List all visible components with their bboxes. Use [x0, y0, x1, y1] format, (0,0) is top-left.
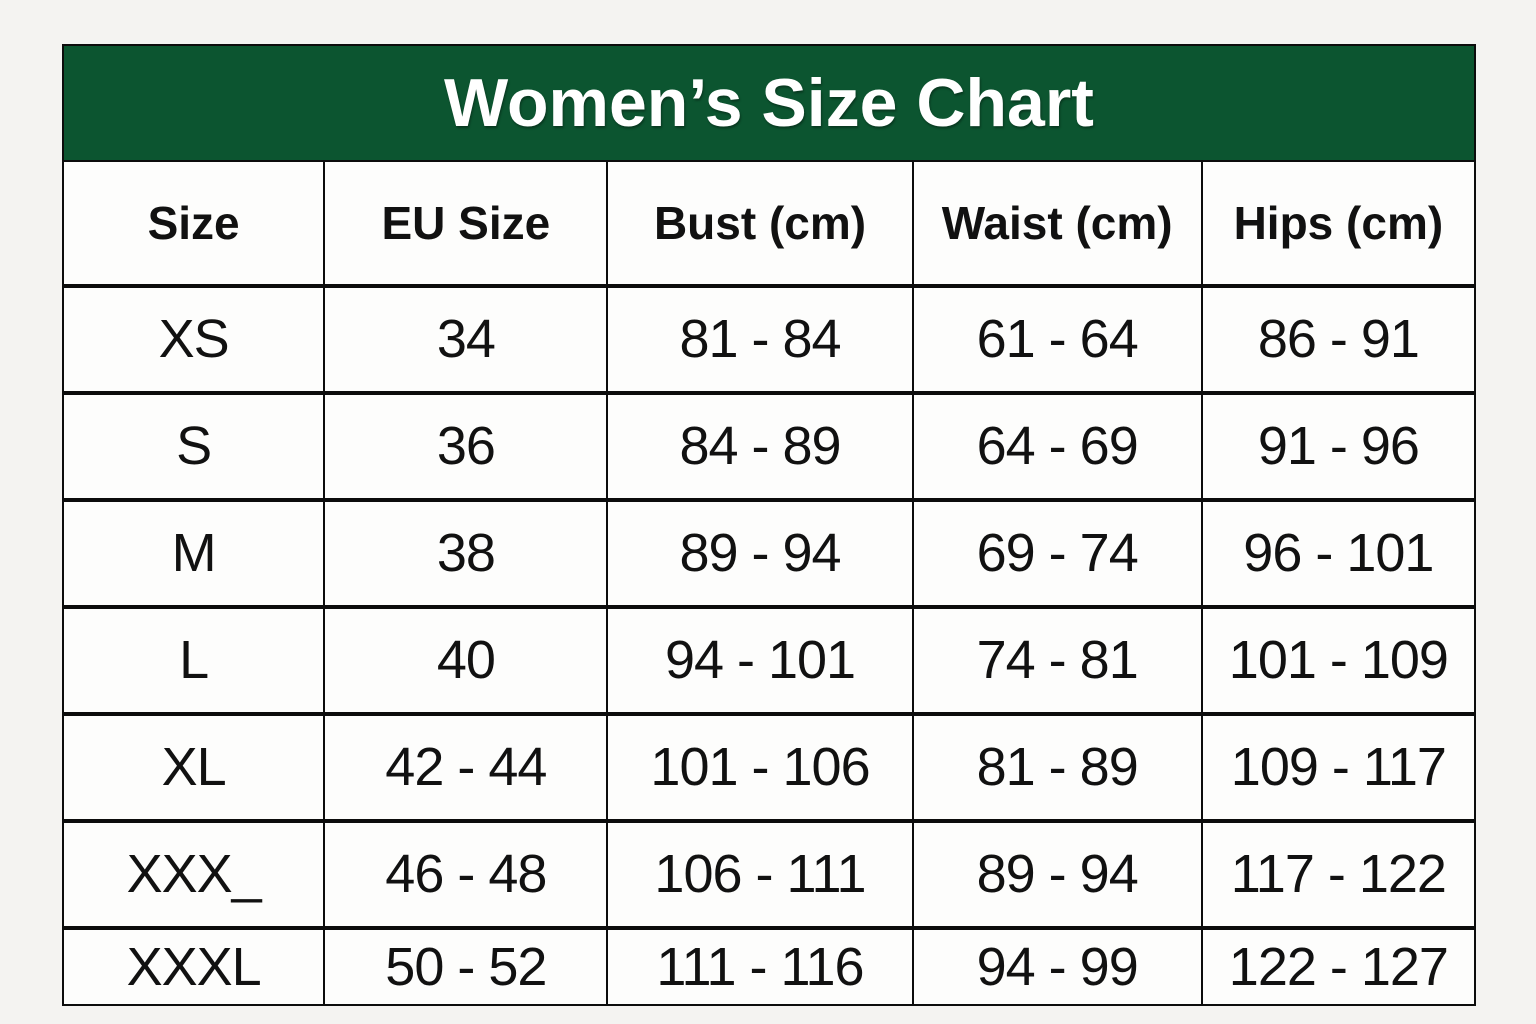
cell-size-xs: XS [64, 284, 326, 391]
cell-eu-m: 38 [325, 497, 609, 605]
cell-waist-m: 69 - 74 [913, 497, 1203, 605]
cell-waist-s: 64 - 69 [913, 390, 1203, 498]
cell-waist-l: 74 - 81 [913, 604, 1203, 712]
cell-waist-xxl: 89 - 94 [913, 818, 1203, 926]
chart-title-bar: Women’s Size Chart [64, 46, 1474, 162]
chart-title: Women’s Size Chart [444, 65, 1094, 141]
cell-bust-xs: 81 - 84 [608, 284, 914, 391]
cell-eu-xxxl: 50 - 52 [325, 925, 609, 1004]
cell-size-s: S [64, 390, 326, 498]
cell-bust-l: 94 - 101 [608, 604, 914, 712]
cell-eu-xxl: 46 - 48 [325, 818, 609, 926]
cell-hips-xxl: 117 - 122 [1202, 818, 1474, 926]
cell-bust-m: 89 - 94 [608, 497, 914, 605]
cell-bust-xxl: 106 - 111 [608, 818, 914, 926]
cell-bust-xxxl: 111 - 116 [608, 925, 914, 1004]
cell-size-xxxl: XXXL [64, 925, 326, 1004]
cell-eu-xs: 34 [325, 284, 609, 391]
cell-size-xl: XL [64, 711, 326, 819]
column-header-eu-size: EU Size [325, 162, 609, 284]
cell-waist-xl: 81 - 89 [913, 711, 1203, 819]
cell-size-l: L [64, 604, 326, 712]
cell-eu-xl: 42 - 44 [325, 711, 609, 819]
cell-eu-s: 36 [325, 390, 609, 498]
cell-waist-xxxl: 94 - 99 [913, 925, 1203, 1004]
cell-bust-s: 84 - 89 [608, 390, 914, 498]
cell-eu-l: 40 [325, 604, 609, 712]
size-chart-grid: Size EU Size Bust (cm) Waist (cm) Hips (… [64, 162, 1474, 1004]
cell-waist-xs: 61 - 64 [913, 284, 1203, 391]
column-header-waist: Waist (cm) [913, 162, 1203, 284]
cell-hips-m: 96 - 101 [1202, 497, 1474, 605]
size-chart-table: Women’s Size Chart Size EU Size Bust (cm… [62, 44, 1476, 1006]
cell-hips-l: 101 - 109 [1202, 604, 1474, 712]
cell-size-xxl: XXX_ [64, 818, 326, 926]
cell-hips-xxxl: 122 - 127 [1202, 925, 1474, 1004]
column-header-hips: Hips (cm) [1202, 162, 1474, 284]
cell-size-m: M [64, 497, 326, 605]
cell-hips-xs: 86 - 91 [1202, 284, 1474, 391]
cell-bust-xl: 101 - 106 [608, 711, 914, 819]
cell-hips-xl: 109 - 117 [1202, 711, 1474, 819]
column-header-bust: Bust (cm) [608, 162, 914, 284]
column-header-size: Size [64, 162, 326, 284]
cell-hips-s: 91 - 96 [1202, 390, 1474, 498]
